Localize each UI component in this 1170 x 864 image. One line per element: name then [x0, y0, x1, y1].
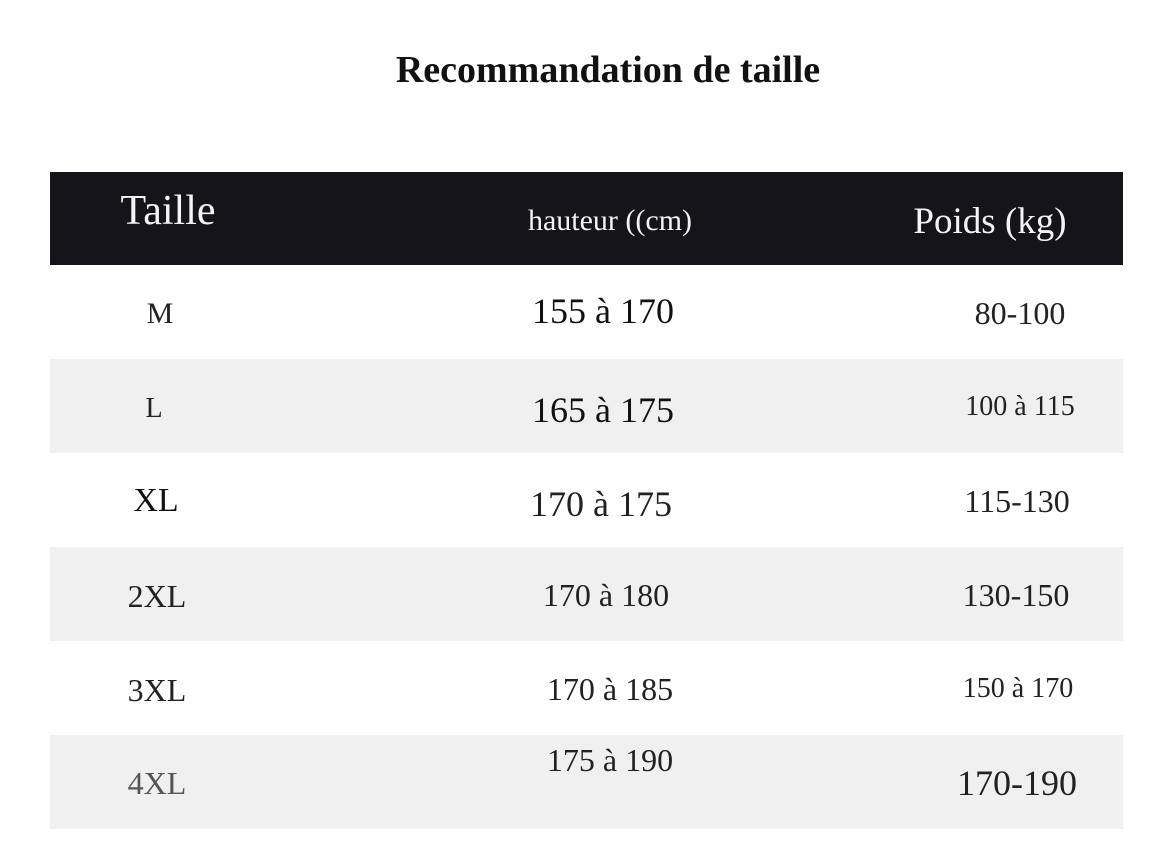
page-title: Recommandation de taille — [395, 49, 821, 91]
cell-height: 170 à 175 — [530, 484, 672, 524]
cell-size: M — [146, 297, 174, 330]
cell-size: 4XL — [127, 765, 187, 801]
cell-weight: 170-190 — [957, 763, 1077, 803]
cell-size: 3XL — [127, 672, 187, 708]
cell-weight: 115-130 — [964, 483, 1070, 519]
cell-weight: 80-100 — [974, 295, 1066, 331]
cell-height: 170 à 180 — [542, 577, 670, 613]
header-size: Taille — [120, 188, 216, 234]
cell-height: 175 à 190 — [546, 742, 674, 778]
cell-height: 155 à 170 — [532, 291, 674, 331]
cell-size: L — [145, 393, 163, 424]
cell-weight: 100 à 115 — [965, 391, 1075, 422]
table-row: XL 170 à 175 115-130 — [50, 453, 1123, 547]
cell-height: 170 à 185 — [546, 671, 674, 707]
table-row: M 155 à 170 80-100 — [50, 265, 1123, 359]
table-row: 3XL 170 à 185 150 à 170 — [50, 641, 1123, 735]
table-row: L 165 à 175 100 à 115 — [50, 359, 1123, 453]
table-row: 4XL 175 à 190 170-190 — [50, 735, 1123, 829]
header-weight: Poids (kg) — [913, 201, 1067, 242]
header-height: hauteur ((cm) — [527, 204, 693, 237]
cell-weight: 150 à 170 — [962, 673, 1074, 704]
table-row: 2XL 170 à 180 130-150 — [50, 547, 1123, 641]
cell-size: 2XL — [127, 578, 187, 614]
cell-size: XL — [133, 482, 179, 519]
table-header: Taille hauteur ((cm) Poids (kg) — [50, 172, 1123, 265]
cell-height: 165 à 175 — [532, 390, 674, 430]
cell-weight: 130-150 — [962, 577, 1070, 613]
